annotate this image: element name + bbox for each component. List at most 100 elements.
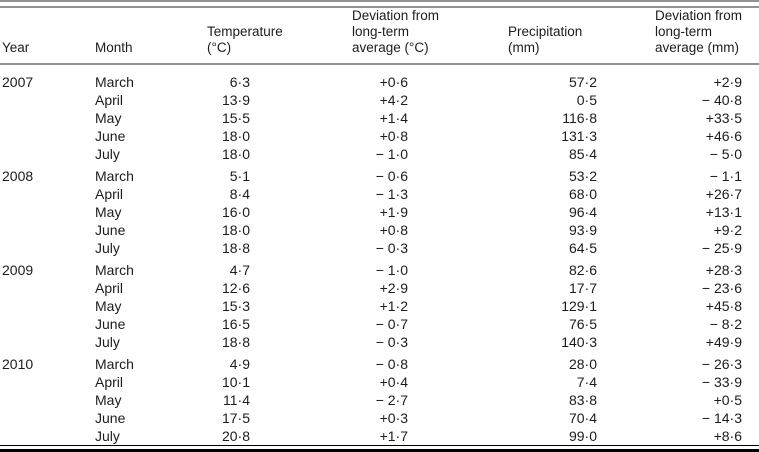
table-row: July 18·8 − 0·3 64·5 − 25·9 (0, 239, 759, 257)
temp-deviation-cell: +1·7 (379, 428, 408, 444)
col-header-temperature: Temperature (°C) (207, 8, 352, 65)
temp-deviation-cell: +1·4 (379, 110, 408, 126)
temp-deviation-cell: +0·4 (379, 374, 408, 390)
temp-deviation-cell: − 0·6 (375, 168, 408, 184)
temp-deviation-cell: +1·9 (379, 204, 408, 220)
temperature-cell: 12·6 (221, 280, 250, 296)
table-row: 2009 March 4·7 − 1·0 82·6 +28·3 (0, 257, 759, 279)
precipitation-cell: 96·4 (568, 204, 597, 220)
col-header-year: Year (0, 8, 95, 65)
precip-deviation-cell: − 8·2 (709, 316, 742, 332)
table-row: May 11·4 − 2·7 83·8 +0·5 (0, 391, 759, 409)
temp-deviation-cell: +2·9 (379, 280, 408, 296)
precip-deviation-cell: +2·9 (713, 74, 742, 90)
year-cell (0, 391, 95, 409)
precipitation-cell: 85·4 (568, 146, 597, 162)
precipitation-cell: 57·2 (568, 74, 597, 90)
month-cell: April (95, 374, 124, 390)
year-cell (0, 279, 95, 297)
col-header-precip-deviation: Deviation from long-term average (mm) (655, 8, 759, 65)
temperature-cell: 13·9 (221, 92, 250, 108)
temp-deviation-cell: +0·8 (379, 128, 408, 144)
precip-deviation-cell: +28·3 (705, 262, 742, 278)
temp-deviation-cell: − 0·3 (375, 240, 408, 256)
temperature-cell: 16·0 (221, 204, 250, 220)
month-cell: May (95, 204, 122, 220)
precipitation-cell: 7·4 (576, 374, 597, 390)
month-cell: April (95, 92, 124, 108)
month-cell: July (95, 146, 120, 162)
month-cell: March (95, 168, 134, 184)
year-cell (0, 221, 95, 239)
table-row: 2007 March 6·3 +0·6 57·2 +2·9 (0, 64, 759, 91)
table-row: July 18·0 − 1·0 85·4 − 5·0 (0, 145, 759, 163)
year-cell (0, 315, 95, 333)
precip-deviation-cell: +45·8 (705, 298, 742, 314)
month-cell: April (95, 186, 124, 202)
table-row: May 15·5 +1·4 116·8 +33·5 (0, 109, 759, 127)
temperature-cell: 15·5 (221, 110, 250, 126)
temperature-cell: 11·4 (223, 392, 250, 408)
table-row: April 10·1 +0·4 7·4 − 33·9 (0, 373, 759, 391)
table-row: June 16·5 − 0·7 76·5 − 8·2 (0, 315, 759, 333)
year-cell (0, 297, 95, 315)
temp-deviation-cell: − 1·0 (375, 146, 408, 162)
temp-deviation-cell: +0·3 (379, 410, 408, 426)
precipitation-cell: 131·3 (561, 128, 597, 144)
month-cell: June (95, 316, 126, 332)
temperature-cell: 8·4 (229, 186, 250, 202)
temp-deviation-cell: +0·6 (379, 74, 408, 90)
temp-deviation-cell: − 1·0 (375, 262, 408, 278)
temperature-cell: 6·3 (229, 74, 250, 90)
year-cell (0, 109, 95, 127)
table-body: 2007 March 6·3 +0·6 57·2 +2·9 April 13·9 +4·2 0·5… (0, 64, 759, 445)
table-row: May 15·3 +1·2 129·1 +45·8 (0, 297, 759, 315)
precipitation-cell: 129·1 (561, 298, 597, 314)
precip-deviation-cell: − 25·9 (701, 240, 742, 256)
col-header-month: Month (95, 8, 207, 65)
precipitation-cell: 76·5 (568, 316, 597, 332)
precipitation-cell: 28·0 (568, 356, 597, 372)
month-cell: June (95, 222, 126, 238)
year-cell (0, 185, 95, 203)
table-row: April 12·6 +2·9 17·7 − 23·6 (0, 279, 759, 297)
temp-deviation-cell: − 0·8 (375, 356, 408, 372)
year-cell (0, 203, 95, 221)
precipitation-cell: 82·6 (568, 262, 597, 278)
temperature-cell: 20·8 (221, 428, 250, 444)
top-double-rule (0, 0, 759, 8)
temp-deviation-cell: − 1·3 (375, 186, 408, 202)
month-cell: March (95, 74, 134, 90)
precipitation-cell: 83·8 (568, 392, 597, 408)
precip-deviation-cell: − 14·3 (701, 410, 742, 426)
precipitation-cell: 93·9 (568, 222, 597, 238)
precipitation-cell: 17·7 (568, 280, 597, 296)
table-row: June 18·0 +0·8 131·3 +46·6 (0, 127, 759, 145)
temperature-cell: 16·5 (221, 316, 250, 332)
precip-deviation-cell: +0·5 (713, 392, 742, 408)
temperature-cell: 10·1 (221, 374, 250, 390)
precipitation-cell: 116·8 (562, 110, 597, 126)
temperature-cell: 15·3 (221, 298, 250, 314)
month-cell: May (95, 298, 122, 314)
precipitation-cell: 99·0 (568, 428, 597, 444)
col-header-precipitation: Precipitation (mm) (508, 8, 655, 65)
precipitation-cell: 0·5 (576, 92, 597, 108)
temp-deviation-cell: +0·8 (379, 222, 408, 238)
precip-deviation-cell: − 5·0 (709, 146, 742, 162)
table-row: June 18·0 +0·8 93·9 +9·2 (0, 221, 759, 239)
year-cell (0, 239, 95, 257)
precipitation-cell: 53·2 (568, 168, 597, 184)
year-cell: 2009 (2, 262, 34, 278)
year-cell (0, 91, 95, 109)
precip-deviation-cell: +9·2 (713, 222, 742, 238)
precip-deviation-cell: − 1·1 (709, 168, 742, 184)
precip-deviation-cell: − 26·3 (701, 356, 742, 372)
temperature-cell: 18·8 (221, 334, 250, 350)
precip-deviation-cell: − 33·9 (701, 374, 742, 390)
precipitation-cell: 70·4 (568, 410, 597, 426)
table-row: 2010 March 4·9 − 0·8 28·0 − 26·3 (0, 351, 759, 373)
header-row: Year Month Temperature (°C) Deviation fr… (0, 8, 759, 65)
temp-deviation-cell: +1·2 (379, 298, 408, 314)
weather-data-table: Year Month Temperature (°C) Deviation fr… (0, 8, 759, 445)
